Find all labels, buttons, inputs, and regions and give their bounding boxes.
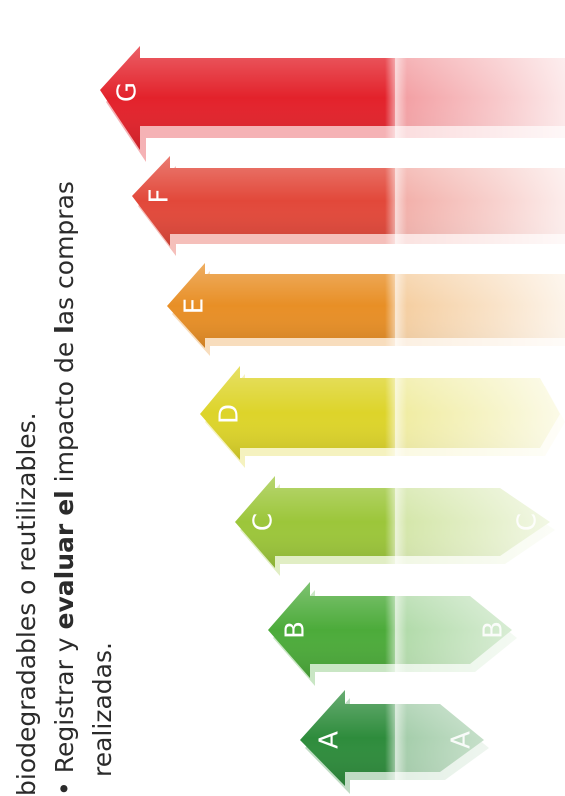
label-c: C (249, 513, 279, 531)
arrow-d: D (200, 362, 565, 468)
arrow-e: E (167, 258, 565, 358)
svg-text:B: B (479, 621, 509, 639)
arrow-b: B B (268, 578, 565, 688)
arrow-g: G (100, 40, 565, 162)
label-b: B (281, 621, 311, 639)
reflection-seam (385, 0, 407, 796)
svg-text:C: C (513, 513, 543, 531)
arrow-c: C C (235, 470, 565, 580)
label-a: A (315, 731, 345, 749)
label-g: G (113, 82, 143, 102)
arrow-f: F (132, 150, 565, 260)
label-e: E (180, 298, 210, 314)
svg-text:A: A (447, 731, 477, 749)
arrow-a: A A (300, 686, 565, 796)
label-d: D (215, 404, 245, 424)
label-f: F (145, 189, 175, 204)
